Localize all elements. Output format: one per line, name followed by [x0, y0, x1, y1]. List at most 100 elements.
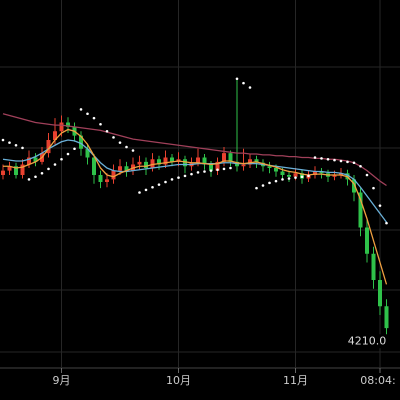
- sar-dot: [34, 175, 37, 179]
- candle-body: [1, 170, 5, 175]
- sar-dot: [261, 184, 265, 187]
- sar-dot: [339, 159, 343, 163]
- candle-body: [33, 157, 38, 162]
- sar-dot: [203, 170, 206, 173]
- candle-body: [137, 161, 142, 165]
- sar-dot: [47, 167, 50, 171]
- sar-dot: [352, 161, 356, 165]
- candle-body: [202, 157, 207, 165]
- sar-dot: [274, 179, 278, 183]
- candle-body: [20, 164, 25, 175]
- sar-dot: [385, 221, 388, 225]
- sar-dot: [131, 149, 135, 152]
- sar-dot: [53, 163, 57, 166]
- sar-dot: [151, 185, 154, 189]
- sar-dot: [222, 167, 226, 171]
- candle-body: [254, 159, 259, 163]
- sar-dot: [40, 171, 44, 175]
- candle-body: [241, 164, 246, 167]
- sar-dot: [27, 178, 31, 181]
- sar-dot: [326, 157, 330, 161]
- candle-body: [66, 122, 70, 127]
- candle-body: [222, 153, 226, 162]
- candle-body: [293, 173, 298, 177]
- candle-body: [313, 171, 317, 175]
- sar-dot: [196, 171, 200, 174]
- candle-body: [371, 253, 376, 280]
- sar-dot: [378, 204, 382, 207]
- x-tick-label: 11月: [283, 374, 308, 387]
- sar-dot: [157, 183, 161, 186]
- candle-body: [111, 170, 116, 180]
- candle-body: [85, 148, 90, 158]
- sar-dot: [307, 174, 310, 178]
- candle-body: [105, 179, 109, 182]
- sar-dot: [235, 77, 239, 81]
- candle-body: [157, 159, 161, 165]
- sar-dot: [92, 116, 96, 120]
- sar-dot: [216, 168, 219, 172]
- sar-dot: [105, 129, 109, 133]
- candle-body: [248, 159, 252, 165]
- sar-dot: [138, 191, 141, 194]
- sar-dot: [333, 158, 336, 162]
- candle-body: [196, 157, 200, 163]
- candle-body: [339, 173, 343, 175]
- x-tick-label: 10月: [166, 374, 191, 387]
- sar-dot: [229, 166, 232, 170]
- sar-dot: [248, 86, 252, 89]
- candle-body: [144, 161, 148, 168]
- candle-body: [280, 171, 285, 175]
- candle-body: [53, 131, 57, 140]
- candle-body: [92, 157, 96, 175]
- sar-dot: [281, 178, 284, 181]
- candle-body: [378, 280, 382, 307]
- sar-dot: [86, 112, 89, 116]
- sar-dot: [365, 173, 369, 177]
- sar-dot: [268, 181, 271, 185]
- ma-line: [2, 139, 388, 223]
- candle-body: [46, 140, 51, 154]
- sar-dot: [8, 141, 11, 144]
- candle-body: [319, 171, 324, 174]
- candle-body: [352, 179, 356, 193]
- sar-dot: [177, 176, 180, 179]
- candle-body: [7, 166, 12, 171]
- price-label: 4210.0: [348, 334, 387, 347]
- sar-dot: [79, 108, 83, 111]
- candle-body: [98, 175, 103, 182]
- candle-body: [59, 122, 64, 132]
- candle-body: [365, 227, 369, 254]
- candle-body: [118, 166, 122, 171]
- candle-body: [287, 175, 291, 177]
- candle-body: [332, 175, 337, 177]
- candle-body: [183, 159, 187, 167]
- sar-dot: [320, 157, 323, 160]
- sar-dot: [73, 147, 76, 151]
- sar-dot: [21, 146, 24, 150]
- sar-dot: [144, 188, 148, 192]
- sar-dot: [66, 152, 70, 156]
- x-tick-label: 08:04:: [360, 374, 395, 387]
- candle-body: [228, 153, 233, 162]
- candle-body: [209, 164, 213, 171]
- grid: [0, 66, 400, 353]
- sar-dot: [209, 169, 213, 172]
- sar-dot: [99, 122, 102, 126]
- ma-line: [3, 128, 388, 285]
- candle-body: [124, 166, 129, 171]
- sar-dot: [300, 175, 304, 179]
- sar-dot: [118, 141, 122, 144]
- x-tick-label: 9月: [53, 374, 71, 387]
- candle-body: [163, 157, 168, 165]
- sar-dot: [190, 172, 193, 176]
- sar-dot: [255, 186, 258, 190]
- sar-dot: [313, 156, 317, 159]
- sar-dot: [359, 164, 362, 168]
- sar-dot: [125, 145, 128, 149]
- candle-body: [267, 166, 272, 168]
- price-label-box: [345, 334, 389, 349]
- candle-body: [215, 161, 220, 171]
- sar-dot: [112, 136, 115, 139]
